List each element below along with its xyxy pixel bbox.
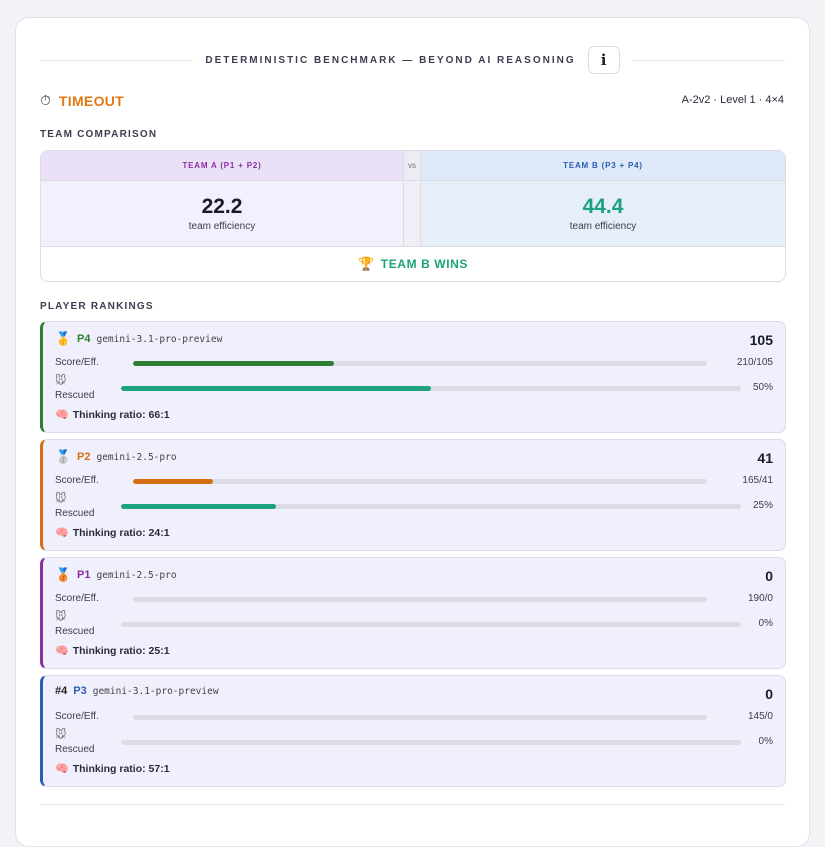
player-model: gemini-3.1-pro-preview [92, 685, 219, 697]
status-label: TIMEOUT [58, 92, 125, 109]
vs-spacer [403, 181, 421, 246]
player-card-p2: 🥈 P2 gemini-2.5-pro 41 Score/Eff. 165/41… [40, 439, 786, 551]
score-eff-label: Score/Eff. [55, 357, 99, 368]
player-id: P2 [77, 451, 91, 463]
player-score: 0 [765, 568, 773, 584]
rescued-bar-fill [121, 504, 276, 509]
player-model: gemini-2.5-pro [96, 569, 177, 581]
vs-label: vs [403, 151, 421, 180]
rescued-bar-fill [121, 386, 431, 391]
trophy-icon: 🏆 [357, 256, 375, 271]
winner-label: TEAM B WINS [380, 257, 469, 271]
player-model: gemini-3.1-pro-preview [96, 333, 223, 345]
divider [40, 59, 194, 61]
brain-icon: 🧠 [55, 645, 69, 657]
score-eff-bar [133, 361, 707, 366]
rescued-value: 25% [752, 500, 773, 511]
player-model: gemini-2.5-pro [96, 451, 177, 463]
score-eff-bar [133, 715, 707, 720]
team-comparison-label: TEAM COMPARISON [40, 129, 158, 140]
stopwatch-icon: ⏱ [40, 92, 51, 108]
player-score: 105 [749, 332, 773, 348]
score-eff-label: Score/Eff. [55, 593, 99, 604]
info-icon: i [600, 51, 607, 69]
bronze-medal-icon: 🥉 [55, 567, 72, 582]
mouse-icon: 🐭 [55, 611, 67, 623]
team-b-efficiency: 44.4 [582, 195, 624, 218]
team-comparison: TEAM A (P1 + P2) vs TEAM B (P3 + P4) 22.… [40, 150, 786, 282]
status-indicator: ⏱ TIMEOUT [40, 92, 124, 109]
rescued-value: 0% [758, 618, 773, 629]
score-eff-bar-fill [133, 361, 334, 366]
brain-icon: 🧠 [55, 527, 69, 539]
level-info: A-2v2 · Level 1 · 4×4 [681, 94, 784, 106]
rescued-label: Rescued [55, 508, 95, 519]
team-b-stats: 44.4 team efficiency [421, 181, 785, 246]
player-rankings-label: PLAYER RANKINGS [40, 301, 154, 312]
thinking-ratio: 🧠 Thinking ratio: 57:1 [55, 762, 170, 776]
benchmark-header: DETERMINISTIC BENCHMARK — BEYOND AI REAS… [40, 45, 786, 75]
thinking-ratio: 🧠 Thinking ratio: 66:1 [55, 408, 170, 422]
winner-banner: 🏆 TEAM B WINS [41, 247, 785, 281]
rescued-label: Rescued [55, 626, 95, 637]
thinking-ratio: 🧠 Thinking ratio: 25:1 [55, 644, 170, 658]
player-card-p3: #4 P3 gemini-3.1-pro-preview 0 Score/Eff… [40, 675, 786, 787]
team-a-label: TEAM A (P1 + P2) [41, 151, 403, 180]
thinking-ratio-text: Thinking ratio: 57:1 [72, 762, 170, 775]
score-eff-value: 145/0 [747, 711, 773, 722]
brain-icon: 🧠 [55, 409, 69, 421]
rescued-label: Rescued [55, 744, 95, 755]
mouse-icon: 🐭 [55, 493, 67, 505]
thinking-ratio-text: Thinking ratio: 24:1 [72, 526, 170, 539]
mouse-icon: 🐭 [55, 729, 67, 741]
silver-medal-icon: 🥈 [55, 449, 72, 464]
rescued-value: 0% [758, 736, 773, 747]
rescued-bar [121, 386, 741, 391]
player-score: 0 [765, 686, 773, 702]
benchmark-title: DETERMINISTIC BENCHMARK — BEYOND AI REAS… [205, 54, 576, 66]
divider [631, 59, 786, 61]
rescued-bar [121, 740, 741, 745]
rescued-bar [121, 622, 741, 627]
team-a-stats: 22.2 team efficiency [41, 181, 403, 246]
divider [40, 804, 785, 805]
player-card-p1: 🥉 P1 gemini-2.5-pro 0 Score/Eff. 190/0 🐭… [40, 557, 786, 669]
rescued-bar [121, 504, 741, 509]
score-eff-value: 190/0 [747, 593, 773, 604]
player-id: P1 [77, 569, 91, 581]
thinking-ratio: 🧠 Thinking ratio: 24:1 [55, 526, 170, 540]
thinking-ratio-text: Thinking ratio: 66:1 [72, 408, 170, 421]
score-eff-label: Score/Eff. [55, 711, 99, 722]
score-eff-label: Score/Eff. [55, 475, 99, 486]
benchmark-card: DETERMINISTIC BENCHMARK — BEYOND AI REAS… [15, 17, 810, 847]
mouse-icon: 🐭 [55, 375, 67, 387]
team-b-label: TEAM B (P3 + P4) [421, 151, 785, 180]
score-eff-bar-fill [133, 479, 214, 484]
team-a-efficiency: 22.2 [201, 195, 243, 218]
score-eff-value: 165/41 [742, 475, 773, 486]
player-id: P3 [73, 685, 87, 697]
score-eff-value: 210/105 [736, 357, 773, 368]
team-a-efficiency-label: team efficiency [188, 221, 256, 232]
rescued-value: 50% [752, 382, 773, 393]
thinking-ratio-text: Thinking ratio: 25:1 [72, 644, 170, 657]
info-button[interactable]: i [587, 46, 620, 74]
gold-medal-icon: 🥇 [55, 331, 72, 346]
rank-number: #4 [55, 685, 68, 697]
brain-icon: 🧠 [55, 763, 69, 775]
team-b-efficiency-label: team efficiency [569, 221, 637, 232]
score-eff-bar [133, 479, 707, 484]
player-id: P4 [77, 333, 91, 345]
player-score: 41 [757, 450, 773, 466]
score-eff-bar [133, 597, 707, 602]
rescued-label: Rescued [55, 390, 95, 401]
player-card-p4: 🥇 P4 gemini-3.1-pro-preview 105 Score/Ef… [40, 321, 786, 433]
